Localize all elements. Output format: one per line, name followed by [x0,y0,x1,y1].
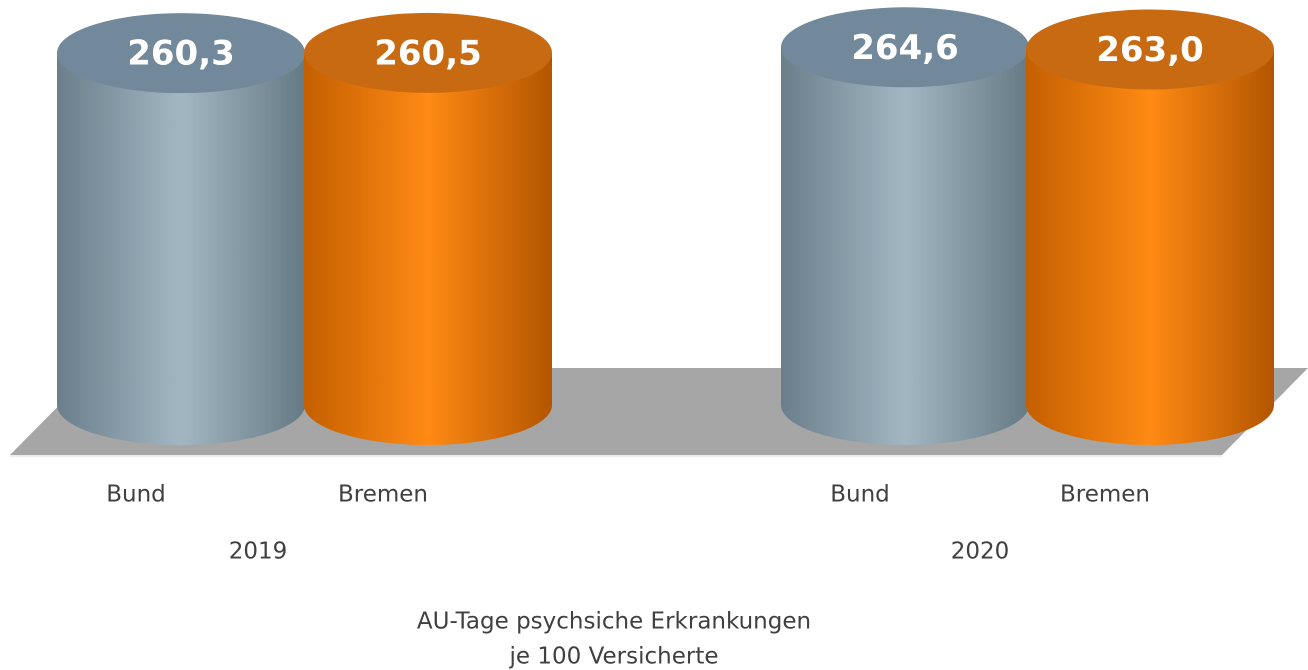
cylinder [304,52,552,446]
group-label: 2019 [229,539,288,565]
data-label: 263,0 [1096,30,1204,70]
x-tick-label: Bremen [338,482,428,508]
x-tick-label: Bund [830,482,890,508]
cylinder-top [1026,9,1274,90]
cylinder-top [781,7,1029,88]
cylinder-top [304,12,552,93]
cylinder-top [57,13,305,94]
cylinder [57,53,305,445]
data-label: 260,5 [374,33,482,73]
cylinder [781,47,1029,445]
x-tick-label: Bund [106,482,166,508]
chart-title: AU-Tage psychsiche Erkrankungen [417,609,811,635]
chart-title: je 100 Versicherte [509,644,719,670]
cylinder [1026,49,1274,445]
data-label: 260,3 [127,34,235,74]
data-label: 264,6 [851,28,959,68]
group-label: 2020 [951,539,1010,565]
x-tick-label: Bremen [1060,482,1150,508]
